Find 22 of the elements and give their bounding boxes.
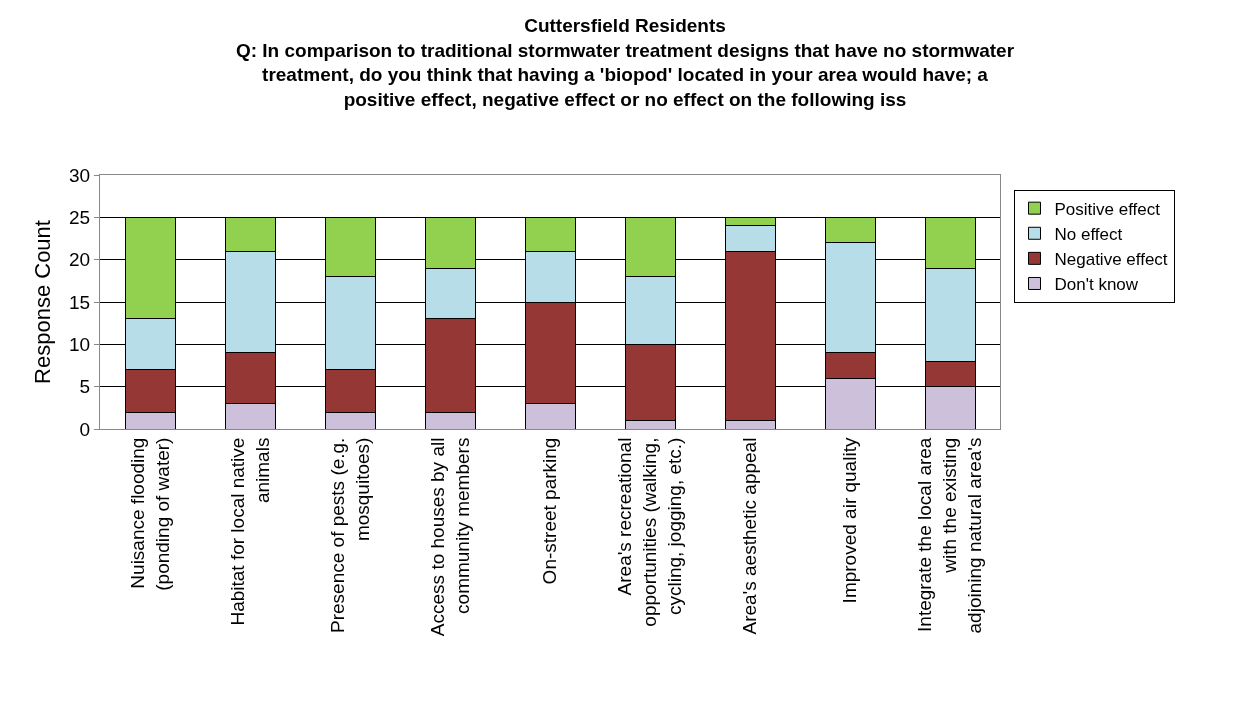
y-tick-label: 10 xyxy=(69,333,91,355)
x-tick-label: Nuisance flooding (ponding of water) xyxy=(126,437,173,591)
legend-label: Don't know xyxy=(1054,275,1139,295)
x-tick-label: Presence of pests (e.g. mosquitoes) xyxy=(326,437,373,633)
y-tick-label: 25 xyxy=(69,206,91,228)
x-tick-label: Area's recreational opportunities (walking, cycling, jogging, etc.) xyxy=(614,437,685,627)
y-tick-label: 20 xyxy=(69,249,91,271)
legend-label: No effect xyxy=(1054,224,1123,244)
x-tick-label: Habitat for local native animals xyxy=(226,437,273,626)
y-tick-label: 15 xyxy=(69,291,91,313)
y-tick-label: 0 xyxy=(79,418,91,440)
chart-subtitle: Q: In comparison to traditional stormwater treatment designs that have no stormwater treatment, do you think that having a 'biopod' located in your area would have; a positive effect, negative effect or no effect on the following iss xyxy=(235,39,1015,111)
y-axis-title: Response Count xyxy=(29,220,55,384)
y-tick-label: 30 xyxy=(69,164,91,186)
legend-label: Positive effect xyxy=(1054,199,1161,219)
x-tick-label: Area's aesthetic appeal xyxy=(739,437,761,635)
x-tick-label: On-street parking xyxy=(539,437,561,585)
chart-title: Cuttersfield Residents xyxy=(524,14,726,36)
x-tick-label: Integrate the local area with the existing adjoining natural area's xyxy=(914,437,985,634)
legend-label: Negative effect xyxy=(1054,250,1168,269)
x-tick-label: Improved air quality xyxy=(839,437,861,604)
y-tick-label: 5 xyxy=(79,376,91,398)
